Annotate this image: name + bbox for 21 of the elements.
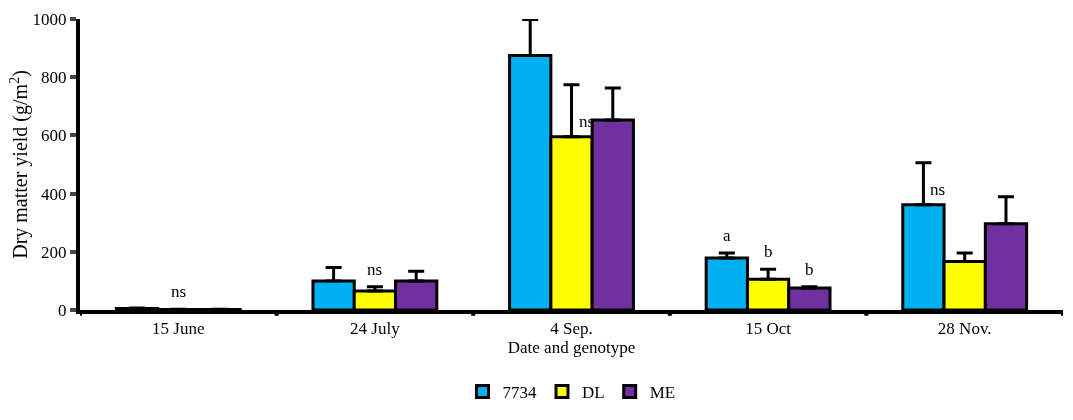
y-tick-label: 200 <box>41 242 67 262</box>
x-tick-label: 24 July <box>350 319 401 339</box>
legend-label: ME <box>649 383 676 403</box>
y-tick-label: 1000 <box>32 9 67 29</box>
data-label: a <box>723 226 731 245</box>
data-label: b <box>805 260 814 279</box>
y-tick-label: 400 <box>41 184 67 204</box>
y-tick-label: 0 <box>58 300 67 320</box>
legend-label: 7734 <box>502 383 537 403</box>
y-tick-label: 600 <box>41 126 67 146</box>
data-label: b <box>764 242 773 261</box>
data-label: ns <box>171 282 187 301</box>
x-axis-title: Date and genotype <box>507 338 636 358</box>
x-tick-label: 15 Oct <box>745 319 792 339</box>
y-tick-label: 800 <box>41 68 67 88</box>
data-label: ns <box>930 180 946 199</box>
x-tick-label: 15 June <box>152 319 205 339</box>
x-tick-label: 4 Sep. <box>550 319 593 339</box>
data-label: ns <box>367 260 383 279</box>
legend-label: DL <box>582 383 605 403</box>
x-tick-label: 28 Nov. <box>937 319 992 339</box>
